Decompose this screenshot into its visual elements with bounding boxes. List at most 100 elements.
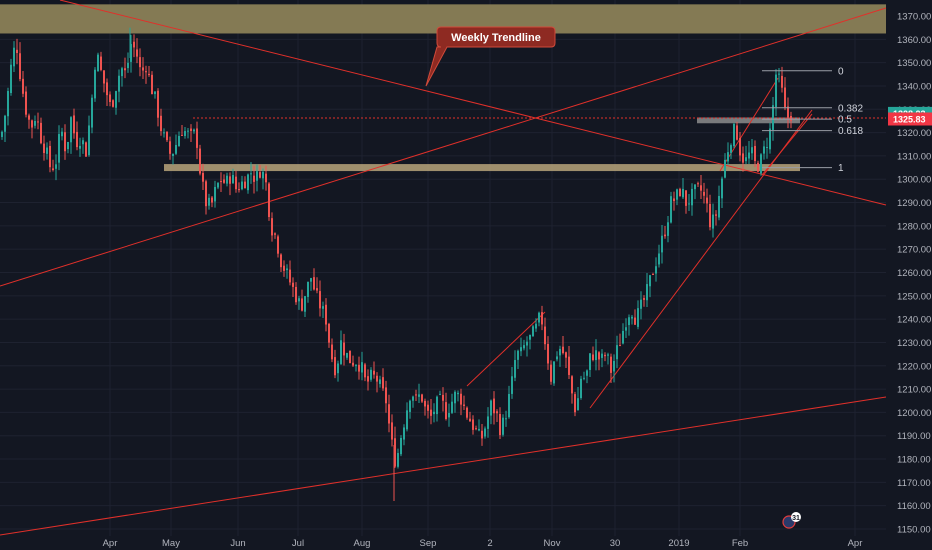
candle-body [436,396,438,415]
candle-body [211,197,213,203]
time-tick-label: Aug [354,538,371,549]
trendlines [0,0,887,536]
candle-body [199,148,201,174]
candle-body [229,176,231,184]
candle-body [319,291,321,309]
candle-body [706,197,708,204]
candle-body [532,326,534,337]
candle-body [787,106,789,118]
time-axis[interactable]: Apr May Jun Jul Aug Sep 2 Nov 30 2019 Feb Apr [103,538,863,549]
candle-body [37,121,39,123]
zone-1 [164,164,800,172]
candle-body [10,64,12,93]
candle-body [139,57,141,68]
candle-body [91,97,93,128]
candle-body [484,428,486,437]
candle-body [508,393,510,418]
candle-body [562,346,564,354]
candle-body [100,56,102,70]
candle-body [457,392,459,395]
candle-body [367,376,369,382]
price-series [1,27,792,502]
candle-body [721,178,723,199]
candle-body [70,117,72,143]
time-tick-label: Nov [544,538,561,549]
candle-body [742,153,744,163]
price-tick-label: 1340.00 [897,81,931,92]
candle-body [397,453,399,467]
candle-body [82,140,84,145]
candle-body [253,175,255,182]
events-badge[interactable]: 31 [782,512,801,529]
candle-body [523,345,525,349]
price-tag-box [888,112,932,126]
candle-body [553,361,555,384]
candle-body [220,181,222,183]
candle-body [343,342,345,356]
time-tick-label: 2019 [668,538,689,549]
candle-body [616,345,618,360]
candle-body [52,168,54,171]
candle-body [418,394,420,397]
candle-body [391,422,393,440]
candle-body [157,90,159,118]
candle-body [355,365,357,367]
candle-body [313,277,315,290]
candle-body [574,394,576,413]
candle-body [43,143,45,154]
trendline [761,113,813,176]
candle-body [406,410,408,430]
candle-body [769,128,771,150]
price-tick-label: 1320.00 [897,128,931,139]
candle-body [382,377,384,389]
candle-body [451,401,453,413]
price-axis[interactable]: 1370.001360.001350.001340.001330.001320.… [897,12,931,536]
candle-body [247,174,249,191]
price-tick-label: 1300.00 [897,175,931,186]
candle-body [712,214,714,229]
candle-body [340,340,342,364]
candle-body [28,115,30,120]
candle-body [172,154,174,157]
candle-body [565,352,567,358]
candle-body [202,172,204,182]
price-tick-label: 1200.00 [897,408,931,419]
candle-body [472,419,474,430]
weekly-trendline-callout[interactable]: Weekly Trendline [425,26,556,87]
candle-body [733,123,735,147]
candle-body [388,404,390,424]
candle-body [520,347,522,352]
candle-body [154,91,156,95]
candle-body [478,428,480,431]
candle-body [754,145,756,162]
candle-body [58,134,60,163]
candle-body [4,115,6,132]
candle-body [256,171,258,181]
candle-body [301,298,303,311]
candle-body [64,132,66,152]
candle-body [781,75,783,88]
price-tick-label: 1180.00 [897,455,931,466]
candle-body [103,70,105,84]
fib-level-label: 0.5 [838,115,852,126]
candle-body [679,188,681,197]
candle-body [715,214,717,216]
candle-body [49,145,51,168]
candle-body [550,364,552,382]
candle-body [505,418,507,420]
candle-body [400,438,402,455]
candle-body [268,183,270,218]
candle-body [439,393,441,395]
candle-body [79,145,81,149]
candle-body [700,185,702,191]
candle-body [190,128,192,131]
candle-body [640,299,642,309]
candle-body [568,356,570,375]
candle-body [166,132,168,141]
candle-body [466,407,468,418]
candle-body [403,427,405,440]
candle-body [697,183,699,185]
candle-body [337,363,339,374]
candle-body [328,323,330,343]
candle-body [304,296,306,312]
